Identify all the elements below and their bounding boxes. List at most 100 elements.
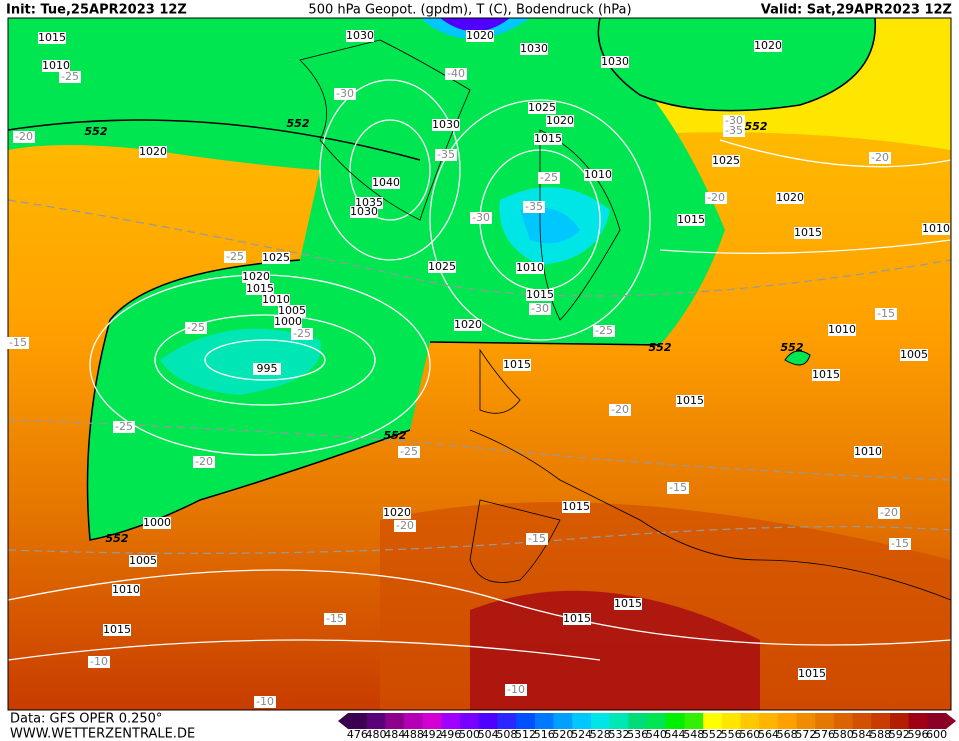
temperature-label: -10	[507, 683, 525, 696]
temperature-label: -10	[256, 695, 274, 708]
colorbar-label: 584	[851, 728, 872, 741]
label-box	[262, 252, 290, 264]
colorbar-cell	[348, 713, 368, 729]
colorbar-label: 580	[833, 728, 854, 741]
label-box	[723, 125, 745, 137]
label-box	[676, 395, 704, 407]
temperature-label: -20	[707, 191, 725, 204]
temperature-label: -30	[531, 302, 549, 315]
label-box	[246, 283, 274, 295]
label-box	[754, 40, 782, 52]
label-box	[143, 517, 171, 529]
label-box	[878, 507, 900, 519]
label-box	[677, 214, 705, 226]
colorbar-cell	[497, 713, 517, 729]
isobars-label: 1015	[812, 368, 840, 381]
colorbar-label: 560	[739, 728, 760, 741]
map-field	[8, 18, 951, 710]
isobars-label: 1030	[520, 42, 548, 55]
label-box	[398, 446, 420, 458]
colorbar-cell	[777, 713, 797, 729]
label-box	[828, 324, 856, 336]
label-box	[193, 456, 215, 468]
label-box	[854, 446, 882, 458]
init-time: Init: Tue,25APR2023 12Z	[6, 3, 187, 18]
isobars-label: 1030	[601, 55, 629, 68]
isobars-label: 1035	[355, 196, 383, 209]
label-box	[435, 149, 457, 161]
label-box	[503, 359, 531, 371]
label-box	[523, 201, 545, 213]
isobars-label: 1010	[42, 59, 70, 72]
label-box	[526, 533, 548, 545]
isobars-label: 1015	[526, 288, 554, 301]
isobars-label: 1020	[776, 191, 804, 204]
temperature-label: -25	[400, 445, 418, 458]
colorbar-cell	[404, 713, 424, 729]
colorbar-cell	[665, 713, 685, 729]
label-box	[324, 613, 346, 625]
isobars-label: 1020	[546, 114, 574, 127]
label-box	[776, 192, 804, 204]
label-box	[900, 349, 928, 361]
temperature-label: -25	[595, 324, 613, 337]
isobars-label: 1020	[454, 318, 482, 331]
colorbar-cell	[366, 713, 386, 729]
colorbar-cell	[590, 713, 611, 729]
colorbar-cell	[833, 713, 854, 729]
temperature-label: -40	[447, 67, 465, 80]
temperature-label: -25	[61, 70, 79, 83]
colorbar-cell	[460, 713, 480, 729]
label-box	[428, 261, 456, 273]
colorbar-cell	[759, 713, 779, 729]
colorbar-arrow	[338, 713, 348, 729]
isobars-label: 1010	[112, 583, 140, 596]
temperature-label: -15	[877, 307, 895, 320]
label-box	[529, 303, 551, 315]
height-552-label: 552	[649, 341, 672, 354]
label-box	[38, 32, 66, 44]
isobars-label: 1015	[794, 226, 822, 239]
temperature-label: -15	[669, 481, 687, 494]
colorbar-label: 528	[590, 728, 611, 741]
label-box	[383, 507, 411, 519]
colorbar-label: 508	[496, 728, 517, 741]
colorbar-cell	[796, 713, 816, 729]
temperature-label: -20	[611, 403, 629, 416]
isobars-label: 1015	[503, 358, 531, 371]
colorbar-label: 524	[571, 728, 592, 741]
colorbar-cell	[684, 713, 704, 729]
temperature-label: -25	[540, 171, 558, 184]
colorbar-label: 516	[534, 728, 555, 741]
temperature-label: -20	[880, 506, 898, 519]
isobars-label: 1010	[828, 323, 856, 336]
isobars-label: 1010	[516, 261, 544, 274]
temperature-label: -35	[437, 148, 455, 161]
colorbar-cell	[852, 713, 872, 729]
isobars-label: 1005	[129, 554, 157, 567]
height-552-label: 552	[85, 125, 108, 138]
colorbar-label: 568	[777, 728, 798, 741]
label-box	[546, 115, 574, 127]
label-box	[372, 177, 400, 189]
colorbar-label: 572	[795, 728, 816, 741]
colorbar-label: 548	[683, 728, 704, 741]
isobars-label: 1015	[246, 282, 274, 295]
isobars-label: 1010	[922, 222, 950, 235]
temperature-label: -20	[396, 519, 414, 532]
label-box	[505, 684, 527, 696]
temperature-label: -20	[871, 151, 889, 164]
label-box	[88, 656, 110, 668]
label-box	[601, 56, 629, 68]
map-frame	[7, 17, 952, 711]
temperature-label: -15	[891, 537, 909, 550]
colorbar-cell	[534, 713, 555, 729]
colorbar-cell	[740, 713, 760, 729]
label-box	[562, 501, 590, 513]
label-box	[242, 271, 270, 283]
isobars-label: 1000	[274, 315, 302, 328]
temperature-label: -15	[528, 532, 546, 545]
isobars-label: 1010	[262, 293, 290, 306]
height-552-label: 552	[384, 429, 407, 442]
colorbar-label: 552	[702, 728, 723, 741]
